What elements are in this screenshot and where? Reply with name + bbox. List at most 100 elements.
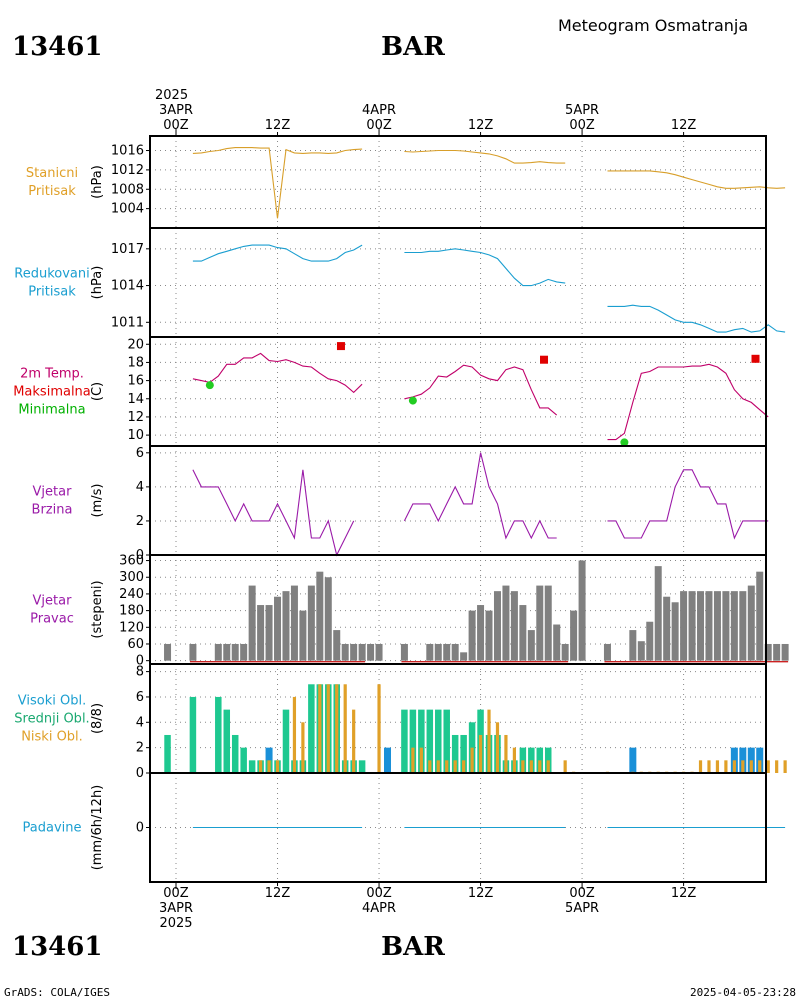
cloud-bar <box>766 760 770 773</box>
cloud-bar <box>487 709 491 773</box>
cloud-cover-panel: 0 2 4 6 8 (8/8) Visoki Obl. Srednji Obl. Niski O… <box>14 663 787 781</box>
station-pressure-series-line <box>192 147 363 219</box>
temperature-legend-label: Maksimalna <box>13 385 91 400</box>
station-pressure-frame <box>149 135 767 229</box>
cloud-cover-legend-label: Srednji Obl. <box>14 712 89 727</box>
cloud-cover-marks <box>164 684 787 773</box>
cloud-cover-legend-label: Visoki Obl. <box>18 694 86 709</box>
station-pressure-series-line <box>404 149 566 164</box>
bottom-axis-label: 4APR <box>362 901 396 916</box>
temperature-series-line <box>192 352 363 394</box>
reduced-pressure-frame <box>149 227 767 338</box>
max-temp-point <box>336 342 345 351</box>
cloud-bar <box>443 709 450 773</box>
wind-direction-legend-label: Pravac <box>30 612 74 627</box>
cloud-bar <box>478 734 483 773</box>
reduced-pressure-series-line <box>404 248 566 287</box>
precipitation-unit-label: (mm/6h/12h) <box>90 785 105 871</box>
station-pressure-marks <box>192 147 786 219</box>
station-pressure-unit-label: (hPa) <box>90 165 105 199</box>
cloud-bar <box>563 760 567 773</box>
reduced-pressure-unit-label: (hPa) <box>90 266 105 300</box>
wind-direction-legend-label: Vjetar <box>33 594 73 609</box>
cloud-bar <box>358 760 366 773</box>
top-axis-label: 3APR <box>159 103 193 118</box>
wind-direction-bar <box>341 643 349 661</box>
max-temp-point <box>540 355 549 364</box>
wind-direction-ytick-label: 180 <box>119 604 144 619</box>
wind-direction-bar <box>671 602 679 661</box>
wind-direction-bar <box>460 652 468 661</box>
meteogram-panels: 1004100810121016(hPa)StanicniPritisak101… <box>13 135 789 883</box>
wind-direction-bar <box>603 643 611 661</box>
wind-direction-bar <box>561 643 569 661</box>
reduced-pressure-series-line <box>607 304 786 333</box>
cloud-cover-ytick-label: 8 <box>136 665 144 680</box>
temperature-panel: 10 12 14 16 18 20 (C) 2m Temp. Maksimalna Minimal… <box>13 336 769 447</box>
cloud-bar <box>418 709 425 773</box>
wind-direction-bar <box>756 571 764 661</box>
station-pressure-legend-label: Pritisak <box>28 184 76 199</box>
station-pressure-legend-label: Stanicni <box>26 166 78 181</box>
wind-direction-bar <box>713 591 721 661</box>
wind-speed-series-line <box>403 452 557 540</box>
cloud-bar <box>308 684 315 773</box>
wind-direction-bar <box>290 585 298 661</box>
top-axis-label: 00Z <box>163 118 189 133</box>
bottom-axis-label: 00Z <box>366 886 392 901</box>
wind-speed-series-line <box>192 469 355 557</box>
cloud-bar <box>453 760 457 773</box>
wind-direction-bar <box>367 643 375 661</box>
wind-direction-bar <box>646 621 654 661</box>
temperature-grid <box>150 337 766 446</box>
station-pressure-ytick-label: 1016 <box>111 144 144 159</box>
bottom-axis-label: 5APR <box>565 901 599 916</box>
cloud-bar <box>504 734 508 773</box>
temperature-ytick-label: 14 <box>127 392 144 407</box>
cloud-bar <box>409 709 417 773</box>
wind-direction-bar <box>468 610 476 661</box>
precipitation-panel: 0 (mm/6h/12h) Padavine <box>23 772 786 883</box>
cloud-bar <box>292 696 297 773</box>
wind-direction-bar <box>722 591 730 661</box>
temperature-legend-label: 2m Temp. <box>20 367 84 382</box>
cloud-bar <box>428 760 432 773</box>
wind-direction-ytick-label: 360 <box>119 554 144 569</box>
cloud-bar <box>301 722 305 773</box>
cloud-bar <box>223 709 231 773</box>
cloud-bar <box>529 760 533 773</box>
wind-direction-bar <box>240 643 248 661</box>
wind-direction-bar <box>527 630 535 661</box>
temperature-ytick-label: 18 <box>127 355 144 370</box>
cloud-bar <box>724 760 728 773</box>
cloud-bar <box>419 747 423 773</box>
cloud-bar <box>426 709 434 773</box>
footer-credit: GrADS: COLA/IGES <box>4 986 110 999</box>
station-pressure-ytick-label: 1008 <box>111 182 144 197</box>
bottom-axis-label: 12Z <box>265 886 291 901</box>
temperature-unit-label: (C) <box>90 382 105 401</box>
reduced-pressure-legend-label: Redukovani <box>14 267 89 282</box>
cloud-bar <box>521 760 525 773</box>
wind-direction-bar <box>519 605 527 661</box>
temperature-frame <box>149 336 767 447</box>
wind-direction-bar <box>485 610 493 661</box>
station-pressure-grid <box>150 136 766 228</box>
cloud-bar <box>401 709 408 773</box>
wind-speed-unit-label: (m/s) <box>90 484 105 518</box>
cloud-bar <box>698 760 703 773</box>
reduced-pressure-ytick-label: 1017 <box>111 242 144 257</box>
temperature-ytick-label: 16 <box>127 374 144 389</box>
cloud-bar <box>436 760 440 773</box>
station-id-bottom: 13461 <box>12 932 102 962</box>
wind-speed-marks <box>192 452 769 557</box>
wind-direction-bar <box>654 566 662 661</box>
reduced-pressure-ytick-label: 1011 <box>111 315 144 330</box>
precipitation-grid <box>150 773 766 882</box>
wind-speed-frame <box>149 445 767 556</box>
cloud-bar <box>538 760 542 773</box>
station-name-top: BAR <box>381 32 445 62</box>
cloud-bar <box>470 747 474 773</box>
